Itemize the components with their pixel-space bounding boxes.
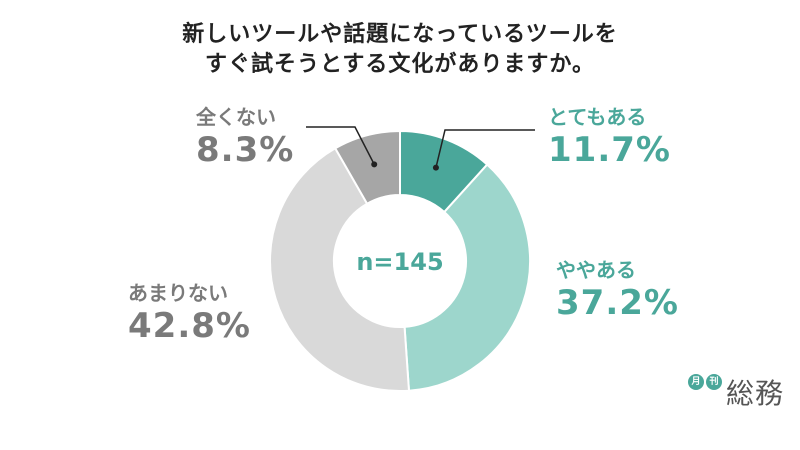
chart-title: 新しいツールや話題になっているツールを すぐ試そうとする文化がありますか。 — [0, 20, 800, 80]
donut-slice-1 — [403, 163, 531, 392]
slice-value-yaya-aru: 37.2% — [556, 283, 679, 323]
slice-name-totemo-aru: とてもある — [548, 105, 647, 129]
label-mattaku-nai: 全くない 8.3% — [196, 101, 294, 170]
slice-name-mattaku-nai: 全くない — [196, 105, 276, 129]
slice-value-totemo-aru: 11.7% — [548, 130, 671, 170]
logo-circle-1: 月 — [688, 374, 704, 390]
slice-name-amari-nai: あまりない — [128, 281, 228, 305]
leader-line-3 — [306, 126, 375, 165]
slice-name-yaya-aru: ややある — [556, 258, 636, 282]
leader-dot-3 — [371, 161, 378, 168]
slice-value-mattaku-nai: 8.3% — [196, 130, 295, 170]
center-label: n=145 — [356, 248, 443, 276]
logo-text: 総務 — [726, 377, 785, 410]
donut-slice-3 — [333, 129, 401, 206]
slice-value-amari-nai: 42.8% — [128, 306, 251, 346]
donut-slice-2 — [269, 146, 411, 392]
gekkan-soumu-logo: 月 刊 総務 — [688, 372, 788, 412]
chart-title-line-2: すぐ試そうとする文化がありますか。 — [205, 52, 595, 77]
leader-line-0 — [435, 129, 535, 168]
label-totemo-aru: とてもある 11.7% — [548, 101, 671, 170]
chart-title-line-1: 新しいツールや話題になっているツールを — [182, 22, 618, 47]
label-amari-nai: あまりない 42.8% — [128, 277, 251, 346]
label-yaya-aru: ややある 37.2% — [556, 254, 679, 323]
logo-circle-2: 刊 — [706, 374, 722, 390]
leader-dot-0 — [432, 164, 439, 171]
